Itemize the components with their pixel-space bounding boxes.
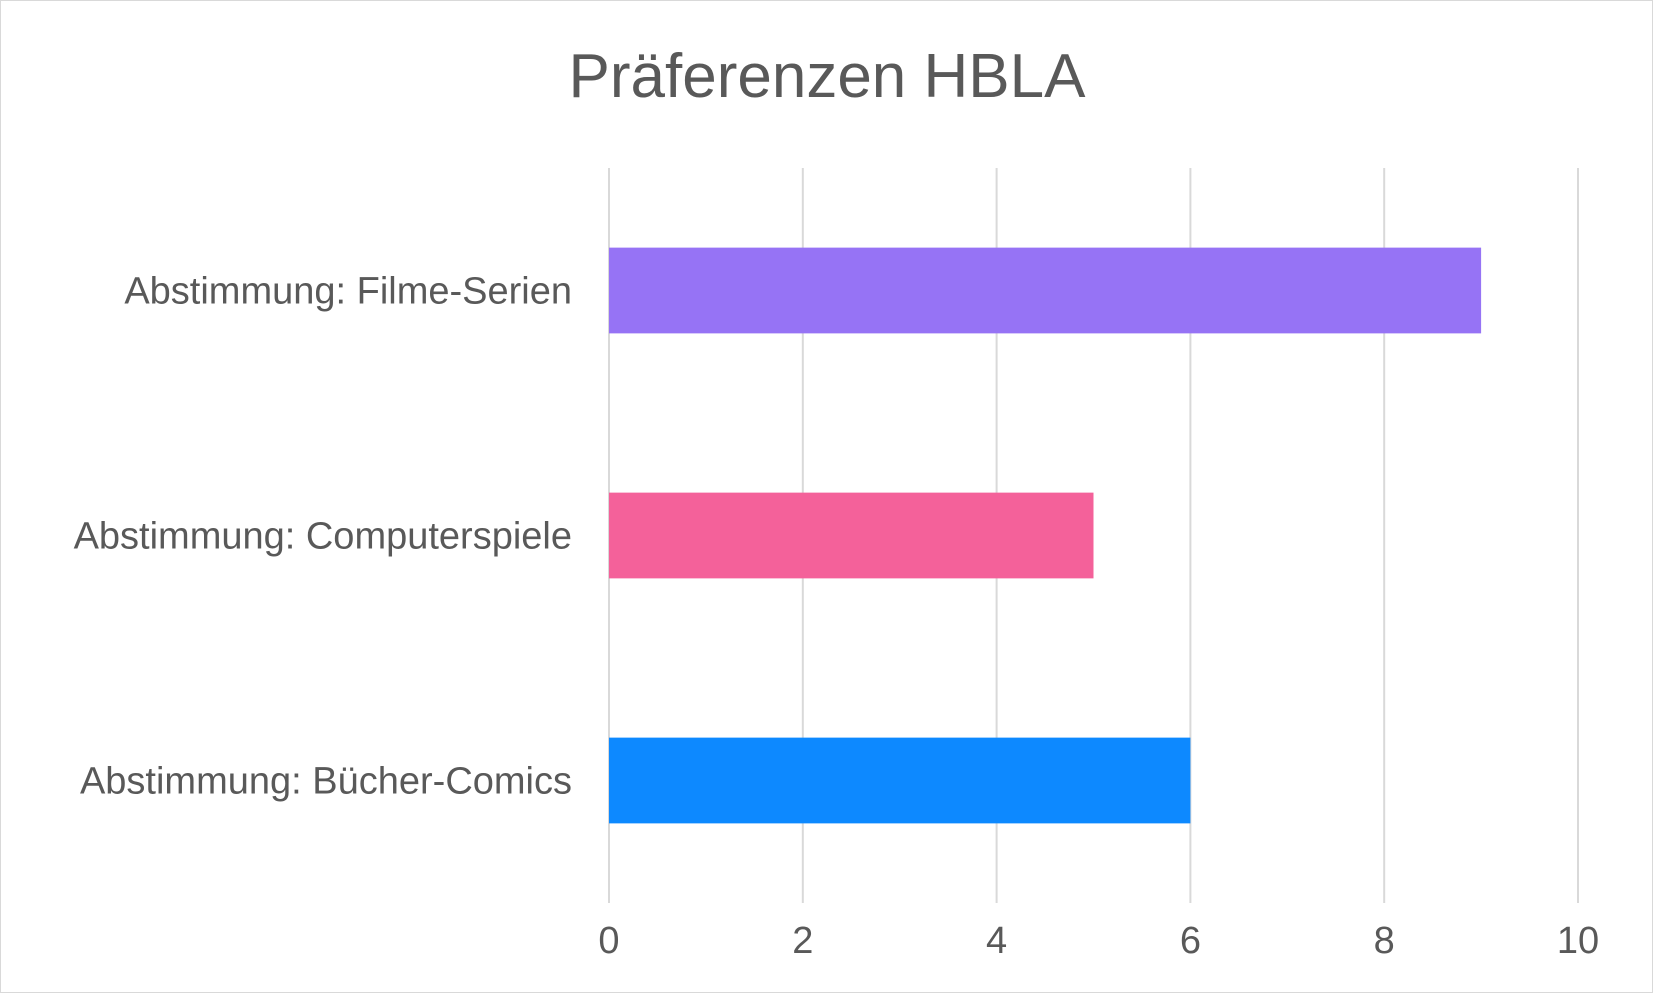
category-label: Abstimmung: Filme-Serien bbox=[124, 271, 572, 313]
x-tick-label: 8 bbox=[1374, 920, 1395, 962]
bar-1 bbox=[609, 247, 1482, 334]
category-label: Abstimmung: Computerspiele bbox=[74, 516, 572, 558]
bar-2 bbox=[609, 492, 1094, 579]
x-axis-tick-labels: 0 2 4 6 8 10 bbox=[598, 920, 1599, 962]
chart-title: Präferenzen HBLA bbox=[569, 42, 1087, 111]
category-labels: Abstimmung: Filme-Serien Abstimmung: Comp… bbox=[74, 271, 572, 803]
bar-3 bbox=[609, 737, 1191, 824]
x-tick-label: 0 bbox=[598, 920, 619, 962]
category-label: Abstimmung: Bücher-Comics bbox=[80, 761, 572, 803]
x-tick-label: 6 bbox=[1180, 920, 1201, 962]
x-tick-label: 4 bbox=[986, 920, 1007, 962]
x-tick-label: 2 bbox=[792, 920, 813, 962]
bars bbox=[609, 247, 1482, 824]
x-tick-label: 10 bbox=[1557, 920, 1599, 962]
